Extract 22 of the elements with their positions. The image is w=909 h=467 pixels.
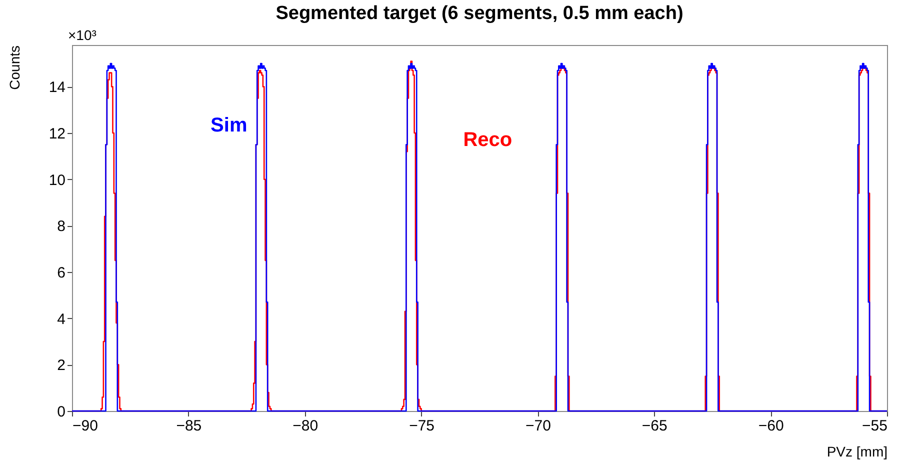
x-tick-label: −60 [758,418,784,434]
x-tick-label: −55 [862,418,888,434]
text: ×10³ [68,27,97,43]
x-tick-label: −70 [525,418,551,434]
y-tick-label: 8 [57,218,66,236]
text: Reco [463,129,512,152]
x-tick-label: −65 [642,418,668,434]
y-tick-label: 0 [57,404,66,420]
y-tick-label: 10 [48,172,66,189]
x-tick-label: −85 [176,418,202,434]
x-tick-label: −90 [72,418,98,434]
x-tick-label: −75 [409,418,435,434]
y-tick-label: 12 [48,126,66,143]
y-tick-label: 14 [48,79,66,96]
series-label: Sim [210,114,248,137]
y-tick-label: 2 [57,357,66,374]
y-tick-label: 4 [57,310,66,328]
x-tick-label: −80 [292,418,318,434]
x-axis-title: PVz [mm] [826,444,888,460]
chart-title: Segmented target (6 segments, 0.5 mm each) [276,3,684,24]
y-tick-label: 6 [57,264,66,282]
y-axis-title: Counts [6,46,22,90]
